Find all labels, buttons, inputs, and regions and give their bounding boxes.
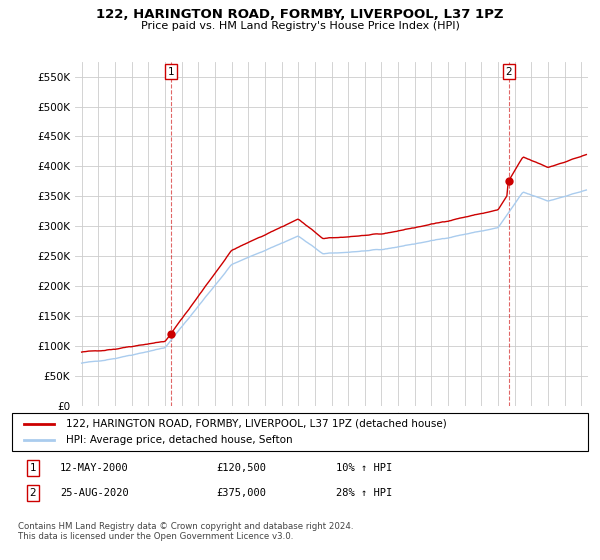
Text: 25-AUG-2020: 25-AUG-2020 [60, 488, 129, 498]
Text: 12-MAY-2000: 12-MAY-2000 [60, 463, 129, 473]
Text: 1: 1 [168, 67, 175, 77]
Text: £375,000: £375,000 [216, 488, 266, 498]
Text: 1: 1 [29, 463, 37, 473]
Text: 10% ↑ HPI: 10% ↑ HPI [336, 463, 392, 473]
Text: 122, HARINGTON ROAD, FORMBY, LIVERPOOL, L37 1PZ: 122, HARINGTON ROAD, FORMBY, LIVERPOOL, … [96, 8, 504, 21]
Text: Contains HM Land Registry data © Crown copyright and database right 2024.
This d: Contains HM Land Registry data © Crown c… [18, 522, 353, 542]
Text: 122, HARINGTON ROAD, FORMBY, LIVERPOOL, L37 1PZ (detached house): 122, HARINGTON ROAD, FORMBY, LIVERPOOL, … [66, 419, 447, 429]
Text: Price paid vs. HM Land Registry's House Price Index (HPI): Price paid vs. HM Land Registry's House … [140, 21, 460, 31]
Text: £120,500: £120,500 [216, 463, 266, 473]
Text: 28% ↑ HPI: 28% ↑ HPI [336, 488, 392, 498]
Text: HPI: Average price, detached house, Sefton: HPI: Average price, detached house, Seft… [66, 435, 293, 445]
Text: 2: 2 [506, 67, 512, 77]
Text: 2: 2 [29, 488, 37, 498]
